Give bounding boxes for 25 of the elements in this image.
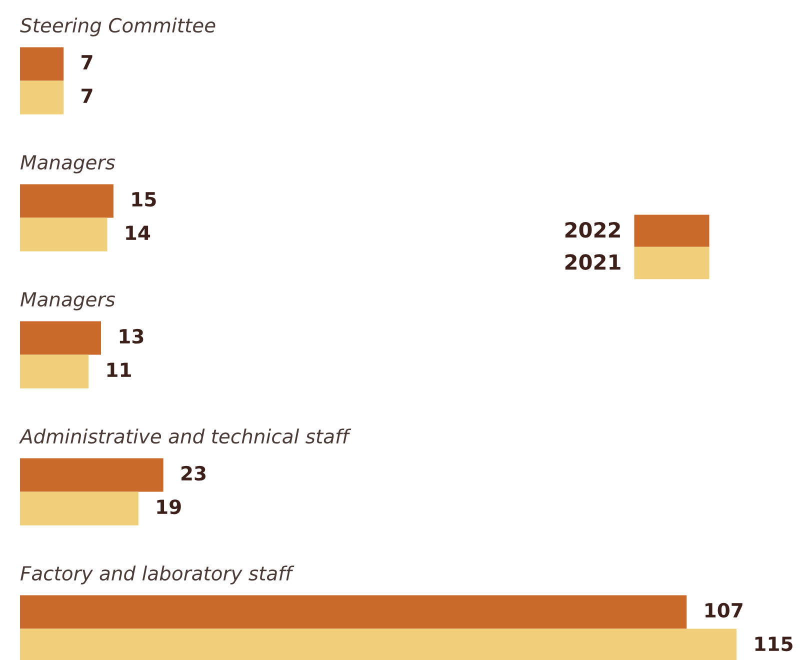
data-label: 107 [706,602,742,618]
y-tick-label: Managers [20,292,115,310]
data-label: 7 [82,55,92,70]
y-tick-label: Factory and laboratory staff [20,566,294,584]
bar [20,492,138,526]
bar [20,47,64,81]
legend-label: 2022 [565,222,620,238]
bar [20,458,164,492]
data-label: 23 [182,466,206,481]
data-label: 19 [157,500,181,514]
data-label: 115 [755,636,792,652]
bar [20,218,108,252]
y-tick-label: Administrative and technical staff [18,428,352,444]
y-tick-label: Managers [20,155,115,174]
data-label: 11 [107,362,131,377]
data-label: 15 [132,192,156,207]
bar [20,184,114,218]
bar [20,80,64,114]
y-tick-label: Steering Committee [20,18,216,36]
legend-label: 2021 [565,254,620,270]
bar [20,354,89,388]
bar [20,321,101,355]
data-label: 14 [126,226,150,240]
data-label: 13 [120,328,144,344]
data-label: 7 [82,88,92,103]
